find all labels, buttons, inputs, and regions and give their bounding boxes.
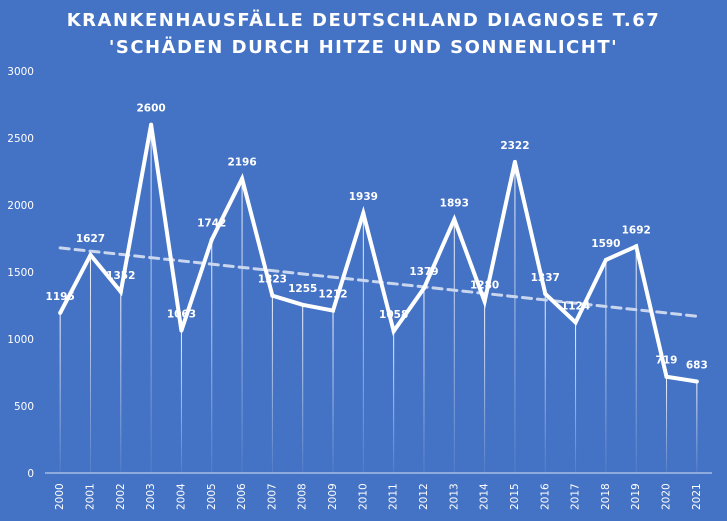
y-tick-label: 1000 (7, 334, 34, 346)
data-point (149, 122, 154, 127)
data-label: 683 (686, 359, 708, 371)
x-tick-label: 2006 (236, 483, 248, 510)
data-label: 1692 (622, 224, 651, 236)
data-label: 1742 (197, 218, 226, 230)
data-label: 1058 (379, 309, 408, 321)
data-point (543, 291, 548, 296)
data-label: 1063 (167, 309, 196, 321)
data-point (391, 329, 396, 334)
x-tick-label: 2010 (357, 483, 369, 510)
x-tick-label: 2016 (539, 483, 551, 510)
data-label: 1124 (561, 300, 590, 312)
y-tick-label: 0 (27, 468, 34, 480)
data-point (573, 320, 578, 325)
y-tick-label: 2000 (7, 200, 34, 212)
x-tick-label: 2000 (54, 483, 66, 510)
data-point (694, 379, 699, 384)
data-label: 1337 (531, 272, 560, 284)
data-point (512, 159, 517, 164)
data-label: 1195 (46, 291, 75, 303)
data-label: 1212 (318, 289, 347, 301)
data-point (240, 176, 245, 181)
x-tick-label: 2008 (297, 483, 309, 510)
data-point (634, 244, 639, 249)
data-point (331, 308, 336, 313)
data-label: 1590 (591, 238, 620, 250)
y-tick-label: 3000 (7, 66, 34, 78)
y-tick-label: 2500 (7, 133, 34, 145)
x-tick-label: 2013 (448, 483, 460, 510)
data-label: 1255 (288, 283, 317, 295)
series-line (58, 124, 698, 384)
data-point (421, 286, 426, 291)
data-label: 1893 (440, 197, 469, 209)
y-tick-label: 500 (14, 401, 34, 413)
trendline (58, 246, 699, 318)
data-label: 1352 (106, 270, 135, 282)
y-tick-label: 1500 (7, 267, 34, 279)
x-tick-label: 2014 (479, 483, 491, 510)
data-point (209, 237, 214, 242)
data-point (452, 217, 457, 222)
data-label: 2196 (227, 157, 256, 169)
data-label: 1379 (409, 266, 438, 278)
data-point (300, 302, 305, 307)
x-tick-label: 2011 (388, 483, 400, 510)
data-label: 1939 (349, 191, 378, 203)
data-point (88, 252, 93, 257)
chart-subtitle: 'SCHÄDEN DURCH HITZE UND SONNENLICHT' (108, 37, 619, 58)
data-point (58, 310, 63, 315)
data-point (603, 257, 608, 262)
data-label: 1280 (470, 279, 499, 291)
x-tick-label: 2007 (266, 483, 278, 510)
x-tick-label: 2003 (145, 483, 157, 510)
x-tick-label: 2017 (570, 483, 582, 510)
data-point (361, 211, 366, 216)
data-label: 2322 (500, 140, 529, 152)
x-tick-label: 2001 (84, 483, 96, 510)
x-tick-label: 2019 (630, 483, 642, 510)
data-label: 2600 (136, 103, 165, 115)
data-label: 719 (656, 355, 678, 367)
x-tick-label: 2012 (418, 483, 430, 510)
x-tick-label: 2002 (115, 483, 127, 510)
data-point (482, 299, 487, 304)
x-tick-label: 2004 (175, 483, 187, 510)
x-tick-label: 2020 (661, 483, 673, 510)
data-point (118, 289, 123, 294)
x-tick-label: 2021 (691, 483, 703, 510)
data-label: 1323 (258, 274, 287, 286)
data-point (270, 293, 275, 298)
data-label: 1627 (76, 233, 105, 245)
x-tick-label: 2018 (600, 483, 612, 510)
x-tick-label: 2009 (327, 483, 339, 510)
data-point (664, 374, 669, 379)
x-tick-label: 2015 (509, 483, 521, 510)
chart-title: KRANKENHAUSFÄLLE DEUTSCHLAND DIAGNOSE T.… (66, 10, 661, 31)
data-point (179, 328, 184, 333)
x-tick-label: 2005 (206, 483, 218, 510)
